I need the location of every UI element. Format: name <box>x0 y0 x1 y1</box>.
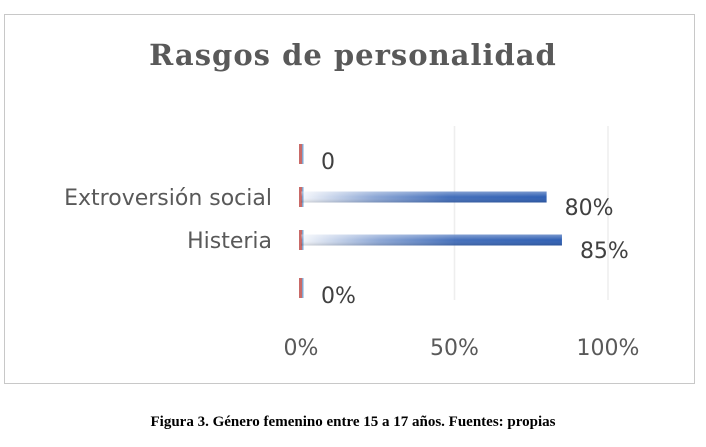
zero-marker <box>299 278 302 298</box>
figure-caption: Figura 3. Género femenino entre 15 a 17 … <box>150 414 556 430</box>
data-label: 80% <box>565 196 614 221</box>
x-tick-label: 0% <box>284 336 319 361</box>
zero-marker-edge <box>302 278 304 298</box>
zero-marker <box>299 230 302 250</box>
zero-marker-edge <box>302 144 304 164</box>
zero-marker <box>299 187 302 207</box>
zero-marker <box>299 144 302 164</box>
chart-title: Rasgos de personalidad <box>149 38 557 72</box>
bar-highlight <box>301 234 562 246</box>
category-label: Histeria <box>187 229 272 254</box>
bar-highlight <box>301 191 547 203</box>
data-label: 0% <box>321 284 356 309</box>
x-tick-label: 100% <box>577 336 640 361</box>
data-label: 0 <box>321 150 335 175</box>
x-tick-label: 50% <box>430 336 479 361</box>
data-label: 85% <box>580 239 629 264</box>
category-label: Extroversión social <box>64 186 272 211</box>
